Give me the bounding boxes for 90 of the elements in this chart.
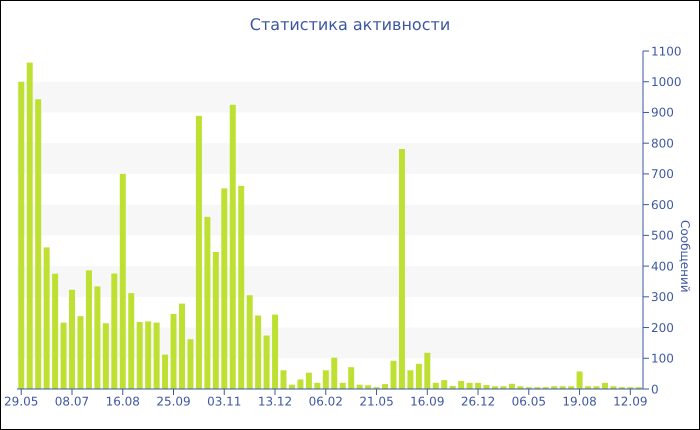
y2-tick-label: 1100 [651, 44, 682, 58]
bar [196, 116, 202, 389]
bar [594, 386, 600, 389]
bar [458, 381, 464, 389]
y2-tick-label: 400 [651, 259, 674, 274]
bar [416, 364, 422, 389]
bar [136, 322, 143, 389]
bar [179, 304, 185, 389]
x-tick-label: 29.05 [4, 394, 38, 409]
y2-axis-title: Сообщений [678, 220, 692, 293]
bar [77, 316, 84, 389]
bar [432, 382, 439, 389]
x-tick-label: 16.09 [410, 394, 444, 409]
bar [102, 323, 109, 389]
bar [154, 322, 160, 389]
y2-tick-label: 0 [651, 382, 659, 396]
bar [560, 386, 566, 389]
bar [340, 382, 346, 389]
x-tick-label: 21.05 [359, 394, 394, 409]
bar [238, 186, 244, 389]
bar [517, 386, 524, 389]
chart-title: Статистика активности [248, 15, 452, 34]
bar [288, 384, 295, 389]
x-tick-label: 12.09 [613, 394, 648, 409]
x-tick-label: 08.07 [54, 394, 90, 409]
bar [475, 382, 482, 389]
bar [120, 174, 126, 389]
bar [52, 274, 58, 389]
x-tick-label: 13.12 [258, 394, 292, 409]
bar [221, 188, 228, 389]
y2-tick-label: 100 [651, 352, 674, 366]
bar [280, 370, 287, 389]
bar [390, 360, 396, 389]
bar [356, 384, 363, 389]
x-tick-label: 25.09 [156, 394, 191, 409]
x-tick-label: 03.11 [207, 394, 242, 409]
bar [500, 386, 506, 389]
y2-tick-label: 500 [651, 228, 674, 243]
bar [35, 99, 42, 389]
bar [187, 339, 194, 389]
bar [212, 252, 219, 389]
bar [568, 386, 574, 389]
bar [204, 216, 210, 389]
bar [170, 314, 177, 389]
bar [255, 316, 262, 389]
y2-tick-label: 300 [651, 290, 674, 304]
bar [69, 290, 76, 389]
bar [331, 358, 338, 389]
bar [466, 382, 473, 389]
bar [44, 247, 50, 389]
bar [94, 286, 100, 389]
bar [162, 354, 168, 389]
y2-tick-label: 800 [651, 136, 674, 150]
bar [424, 352, 430, 389]
bar [128, 293, 134, 389]
bar [348, 367, 354, 389]
y2-tick-label: 200 [651, 320, 674, 335]
bar [551, 386, 558, 389]
bar [246, 295, 253, 389]
bar [60, 322, 67, 389]
x-tick-label: 06.02 [308, 394, 343, 409]
bar [576, 371, 583, 389]
y2-tick-label: 1000 [651, 74, 682, 89]
x-tick-label: 19.08 [562, 394, 597, 409]
bar [145, 321, 152, 389]
bar [111, 273, 118, 389]
bar [272, 314, 278, 389]
bar [306, 372, 312, 389]
bar [230, 104, 236, 389]
bar [382, 384, 388, 389]
bar [18, 82, 24, 389]
bar [322, 370, 329, 389]
x-tick-label: 16.08 [106, 394, 140, 409]
bar [398, 149, 405, 389]
bar [26, 62, 33, 389]
y2-tick-label: 700 [651, 167, 674, 182]
bar [407, 370, 414, 389]
bar [86, 270, 92, 389]
x-tick-label: 06.05 [512, 394, 546, 409]
bar [610, 386, 616, 389]
bar [314, 382, 320, 389]
bar [602, 382, 608, 389]
bar [264, 336, 270, 389]
bar [297, 379, 304, 389]
x-tick-label: 26.12 [460, 394, 496, 409]
bar [492, 386, 498, 389]
y2-tick-label: 900 [651, 106, 674, 120]
bar [441, 380, 448, 389]
y2-tick-label: 600 [651, 198, 674, 212]
bar [585, 386, 592, 389]
